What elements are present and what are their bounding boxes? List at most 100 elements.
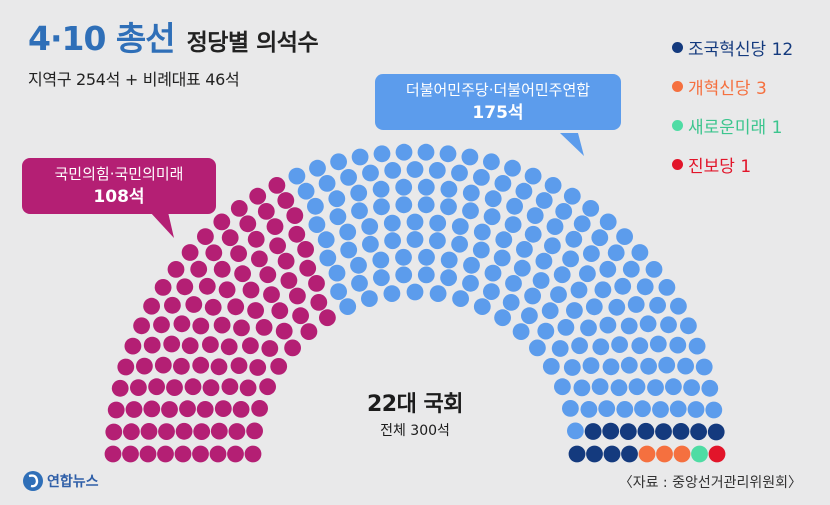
seat-dot <box>372 180 390 198</box>
seat-dot <box>417 196 435 214</box>
seat-dot <box>452 290 469 307</box>
chart-subtitle: 지역구 254석 + 비례대표 46석 <box>28 70 240 89</box>
seat-dot <box>493 249 511 267</box>
seat-dot <box>582 357 600 374</box>
seat-dot <box>395 266 413 284</box>
legend-dot-icon <box>672 159 683 170</box>
seat-dot <box>105 423 123 441</box>
seat-dot <box>658 356 676 374</box>
seat-dot <box>542 358 560 375</box>
seat-dot <box>339 223 357 241</box>
legend-dot-icon <box>672 42 683 53</box>
seat-dot <box>637 422 655 440</box>
seat-dot <box>621 445 638 463</box>
seat-dot <box>512 323 530 340</box>
seat-dot <box>406 283 424 301</box>
seat-dot <box>677 357 694 375</box>
seat-dot <box>220 338 238 356</box>
callout-dp-seats: 175석 <box>472 103 524 123</box>
seat-dot <box>395 143 413 161</box>
seat-dot <box>516 241 533 258</box>
seat-dot <box>451 164 468 182</box>
seat-dot <box>154 279 172 296</box>
seat-dot <box>483 208 501 226</box>
seat-dot <box>451 235 468 253</box>
legend-item-progressive: 진보당 1 <box>672 145 793 184</box>
seat-dot <box>524 225 542 243</box>
seat-dot <box>213 316 231 334</box>
seat-dot <box>570 281 588 299</box>
seat-dot <box>202 379 220 397</box>
seat-dot <box>244 445 262 463</box>
seat-dot <box>627 296 645 313</box>
seat-dot <box>429 232 446 250</box>
seat-dot <box>599 260 617 278</box>
seat-dot <box>107 401 125 419</box>
seat-dot <box>328 264 346 282</box>
seat-dot <box>259 378 276 396</box>
seat-dot <box>591 378 609 395</box>
seat-dot <box>504 159 521 177</box>
seat-dot <box>289 287 306 305</box>
seat-dot <box>541 302 559 320</box>
seat-dot <box>610 379 628 397</box>
seat-dot <box>550 286 567 303</box>
seat-dot <box>417 178 435 196</box>
seat-dot <box>395 196 413 214</box>
seat-dot <box>319 249 337 267</box>
seat-dot <box>280 272 298 289</box>
seat-dot <box>383 285 401 302</box>
seat-dot <box>251 400 268 417</box>
seat-dot <box>599 213 617 231</box>
legend-label: 조국혁신당 12 <box>688 40 794 60</box>
seat-dot <box>680 317 697 335</box>
seat-dot <box>227 298 245 316</box>
seat-dot <box>339 298 357 315</box>
seat-dot <box>440 198 457 216</box>
seat-dot <box>553 266 571 284</box>
seat-dot <box>268 177 286 194</box>
seat-dot <box>649 296 666 314</box>
seat-dot <box>372 251 390 269</box>
seat-dot <box>221 378 239 395</box>
seat-dot <box>628 378 646 396</box>
seat-dot <box>592 338 610 356</box>
seat-dot <box>249 359 267 376</box>
seat-dot <box>249 187 267 205</box>
seat-dot <box>218 281 236 299</box>
seat-dot <box>658 279 676 296</box>
seat-dot <box>154 356 172 374</box>
seat-dot <box>495 231 513 249</box>
seat-dot <box>611 336 628 353</box>
legend-label: 진보당 1 <box>688 157 752 177</box>
seat-dot <box>669 336 687 354</box>
seat-dot <box>373 145 391 163</box>
seat-dot <box>232 401 250 418</box>
seat-dot <box>544 177 562 194</box>
center-subtitle: 전체 300석 <box>380 423 450 439</box>
seat-dot <box>247 230 265 248</box>
seat-dot <box>551 340 569 357</box>
seat-dot <box>546 218 564 236</box>
seat-dot <box>494 309 511 327</box>
seat-dot <box>299 259 317 277</box>
seat-dot <box>639 315 657 333</box>
seat-dot <box>230 200 248 217</box>
seat-dot <box>705 401 723 419</box>
seat-dot <box>406 231 424 248</box>
seat-dot <box>184 378 202 396</box>
seat-dot <box>234 265 252 283</box>
seat-dot <box>568 445 586 463</box>
seat-dot <box>631 244 649 261</box>
seat-dot <box>383 214 401 232</box>
seat-dot <box>599 316 617 334</box>
seat-dot <box>122 423 140 441</box>
seat-dot <box>181 244 199 261</box>
callout-ppp-seats: 108석 <box>93 187 145 207</box>
seat-dot <box>122 445 139 463</box>
seat-dot <box>329 208 347 226</box>
seat-dot <box>340 241 358 259</box>
seat-dot <box>656 445 673 463</box>
seat-dot <box>198 277 216 295</box>
seat-dot <box>473 169 490 186</box>
